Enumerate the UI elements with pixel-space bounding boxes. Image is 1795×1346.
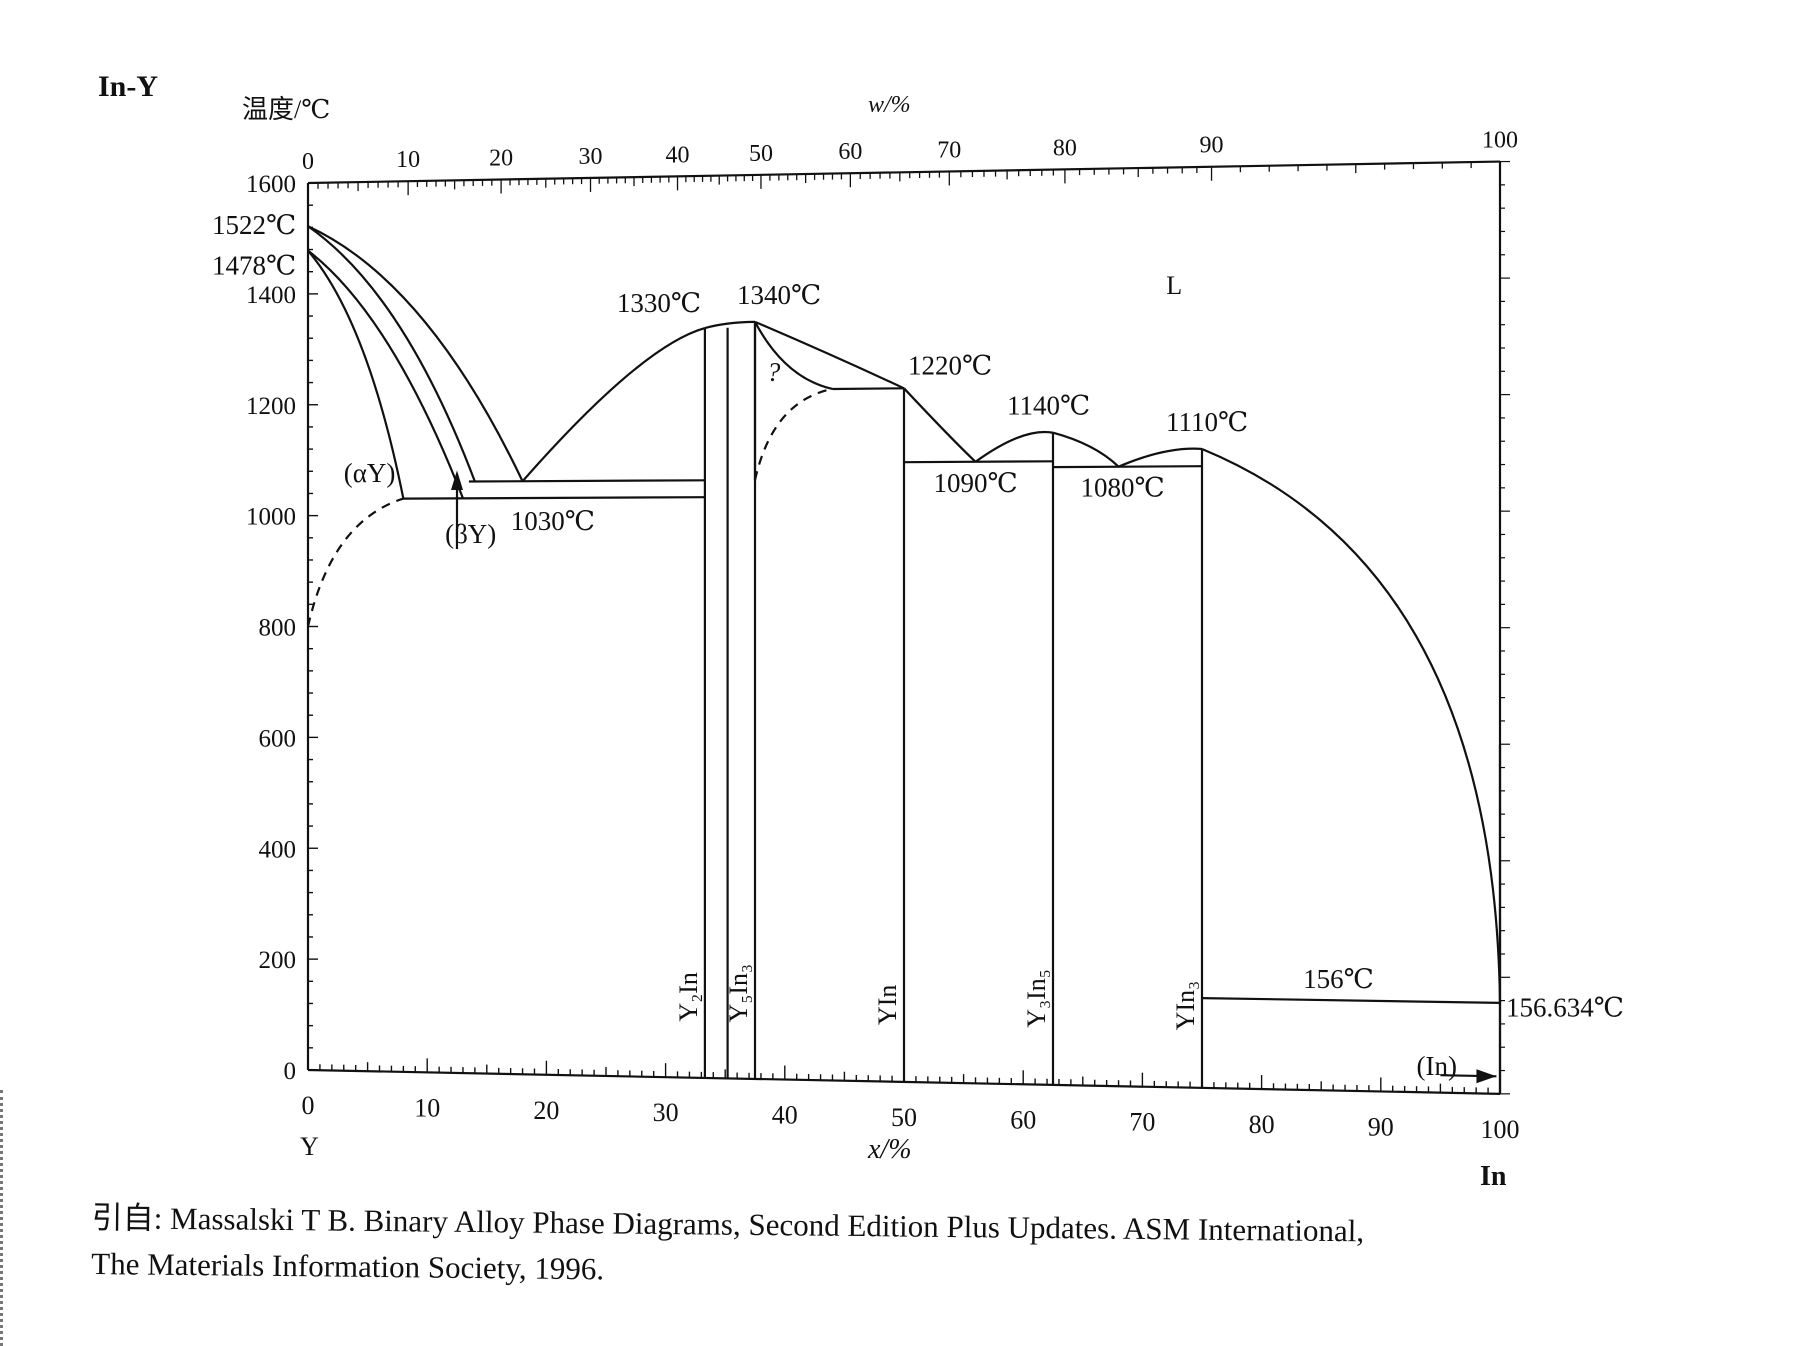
bottom-left-element-label: Y: [300, 1132, 319, 1161]
liquidus-y5in3-peritectic: [754, 321, 833, 391]
bottom-axis-ticks: 0 10 20 30 40 50 60 70 80 90 100: [302, 1056, 1520, 1144]
solidus-beta: [307, 225, 476, 482]
axis-top-line: [307, 160, 1501, 185]
temperature-label: 156.634℃: [1506, 993, 1624, 1023]
top-tick-label: 60: [838, 139, 862, 165]
left-tick-label: 1200: [246, 393, 296, 420]
beta-arrow-head: [451, 470, 463, 490]
bottom-right-element-label: In: [1480, 1161, 1507, 1192]
left-axis-ticks: 0 200 400 600 800 1000 1200 1400 1600: [246, 160, 1510, 1095]
liquidus-y5in3-yin: [754, 320, 905, 390]
top-tick-label: 50: [749, 141, 773, 167]
phase-label: (In): [1417, 1051, 1457, 1081]
top-tick-label: 70: [937, 137, 961, 163]
top-tick-label: 40: [666, 142, 690, 168]
compound-label: YIn: [873, 985, 902, 1025]
bottom-tick-label: 20: [533, 1096, 559, 1125]
bottom-tick-label: 40: [772, 1101, 798, 1130]
temperature-label: 1080℃: [1081, 473, 1165, 503]
top-axis-ticks: 0 10 20 30 40 50 60 70 80 90 100: [302, 128, 1518, 197]
top-tick-label: 10: [396, 147, 420, 173]
liquidus-top-y5in3: [704, 320, 756, 330]
invariant-line-1220: [832, 387, 905, 391]
in-arrow-head: [1476, 1069, 1497, 1084]
left-tick-label: 1600: [246, 171, 296, 198]
bottom-tick-label: 0: [302, 1091, 315, 1120]
liquidus-y-side: [307, 225, 524, 482]
left-tick-label: 600: [259, 725, 297, 752]
phase-label: (βY): [445, 519, 496, 549]
invariant-line-156: [1201, 997, 1501, 1004]
left-tick-label: 400: [259, 836, 297, 863]
temperature-label: 156℃: [1303, 964, 1374, 994]
page-edge-dots: [0, 1090, 7, 1346]
invariant-line-1060: [468, 479, 705, 483]
alpha-solvus-dashed: [306, 497, 404, 627]
left-tick-label: 800: [259, 615, 297, 642]
phase-label: ?: [767, 357, 781, 387]
phase-label: L: [1166, 271, 1182, 300]
temperature-label: 1090℃: [934, 468, 1018, 498]
left-tick-label: 0: [284, 1058, 297, 1085]
temperature-label: 1220℃: [908, 350, 992, 380]
liquidus-yin3-left: [1118, 447, 1203, 468]
bottom-tick-label: 10: [414, 1093, 440, 1122]
bottom-tick-label: 100: [1481, 1115, 1520, 1144]
bottom-axis-title: x/%: [867, 1134, 912, 1165]
top-tick-label: 30: [579, 144, 603, 170]
temperature-label: 1030℃: [511, 506, 595, 536]
top-tick-label: 20: [489, 146, 513, 172]
bottom-tick-label: 70: [1129, 1108, 1155, 1137]
invariant-line-1080: [1052, 465, 1203, 469]
temperature-label: 1140℃: [1007, 391, 1090, 421]
compound-label: Y₂In: [674, 972, 703, 1022]
alpha-boundary: [307, 249, 405, 499]
top-tick-label: 90: [1200, 133, 1224, 159]
compound-label: Y₃In₅: [1022, 969, 1051, 1028]
bottom-tick-label: 80: [1249, 1110, 1275, 1139]
diagram-labels: 1522℃ 1478℃ 1330℃ 1340℃ 1220℃ 1140℃ 1110℃ 1090℃…: [212, 210, 1624, 1081]
invariant-line-1090: [903, 460, 1054, 464]
beta-boundary-1: [307, 249, 464, 499]
left-tick-label: 200: [259, 947, 297, 974]
compound-label: YIn₃: [1171, 981, 1200, 1031]
temperature-label: 1340℃: [737, 280, 821, 310]
bottom-tick-label: 60: [1010, 1105, 1036, 1134]
invariant-line-1030: [403, 496, 705, 500]
phase-label: (αY): [344, 458, 396, 488]
top-tick-label: 0: [302, 149, 314, 175]
left-tick-label: 1400: [246, 282, 296, 309]
temperature-label: 1522℃: [212, 210, 296, 240]
phase-boundaries: [306, 225, 1502, 1094]
liquidus-yin3-in: [1201, 447, 1502, 1003]
bottom-tick-label: 30: [653, 1098, 679, 1127]
left-axis-title: 温度/℃: [242, 95, 330, 124]
bottom-tick-label: 90: [1368, 1112, 1394, 1141]
liquidus-y2in: [521, 327, 706, 482]
left-tick-label: 1000: [246, 504, 296, 531]
bottom-tick-label: 50: [891, 1103, 917, 1132]
temperature-label: 1478℃: [212, 251, 296, 281]
top-tick-label: 100: [1482, 128, 1518, 154]
diagram-title: In-Y: [98, 70, 159, 103]
question-boundary-dashed: [753, 387, 833, 481]
top-tick-label: 80: [1053, 135, 1077, 161]
source-citation: 引自: Massalski T B. Binary Alloy Phase Di…: [91, 1195, 1752, 1304]
top-axis-title: w/%: [868, 92, 911, 118]
compound-label: Y₅In₃: [724, 964, 753, 1023]
liquidus-y3in5-left: [974, 430, 1054, 463]
liquidus-y3in5-right: [1052, 431, 1120, 468]
temperature-label: 1330℃: [617, 288, 701, 318]
liquidus-yin-eutectic: [903, 387, 977, 463]
temperature-label: 1110℃: [1166, 407, 1248, 437]
